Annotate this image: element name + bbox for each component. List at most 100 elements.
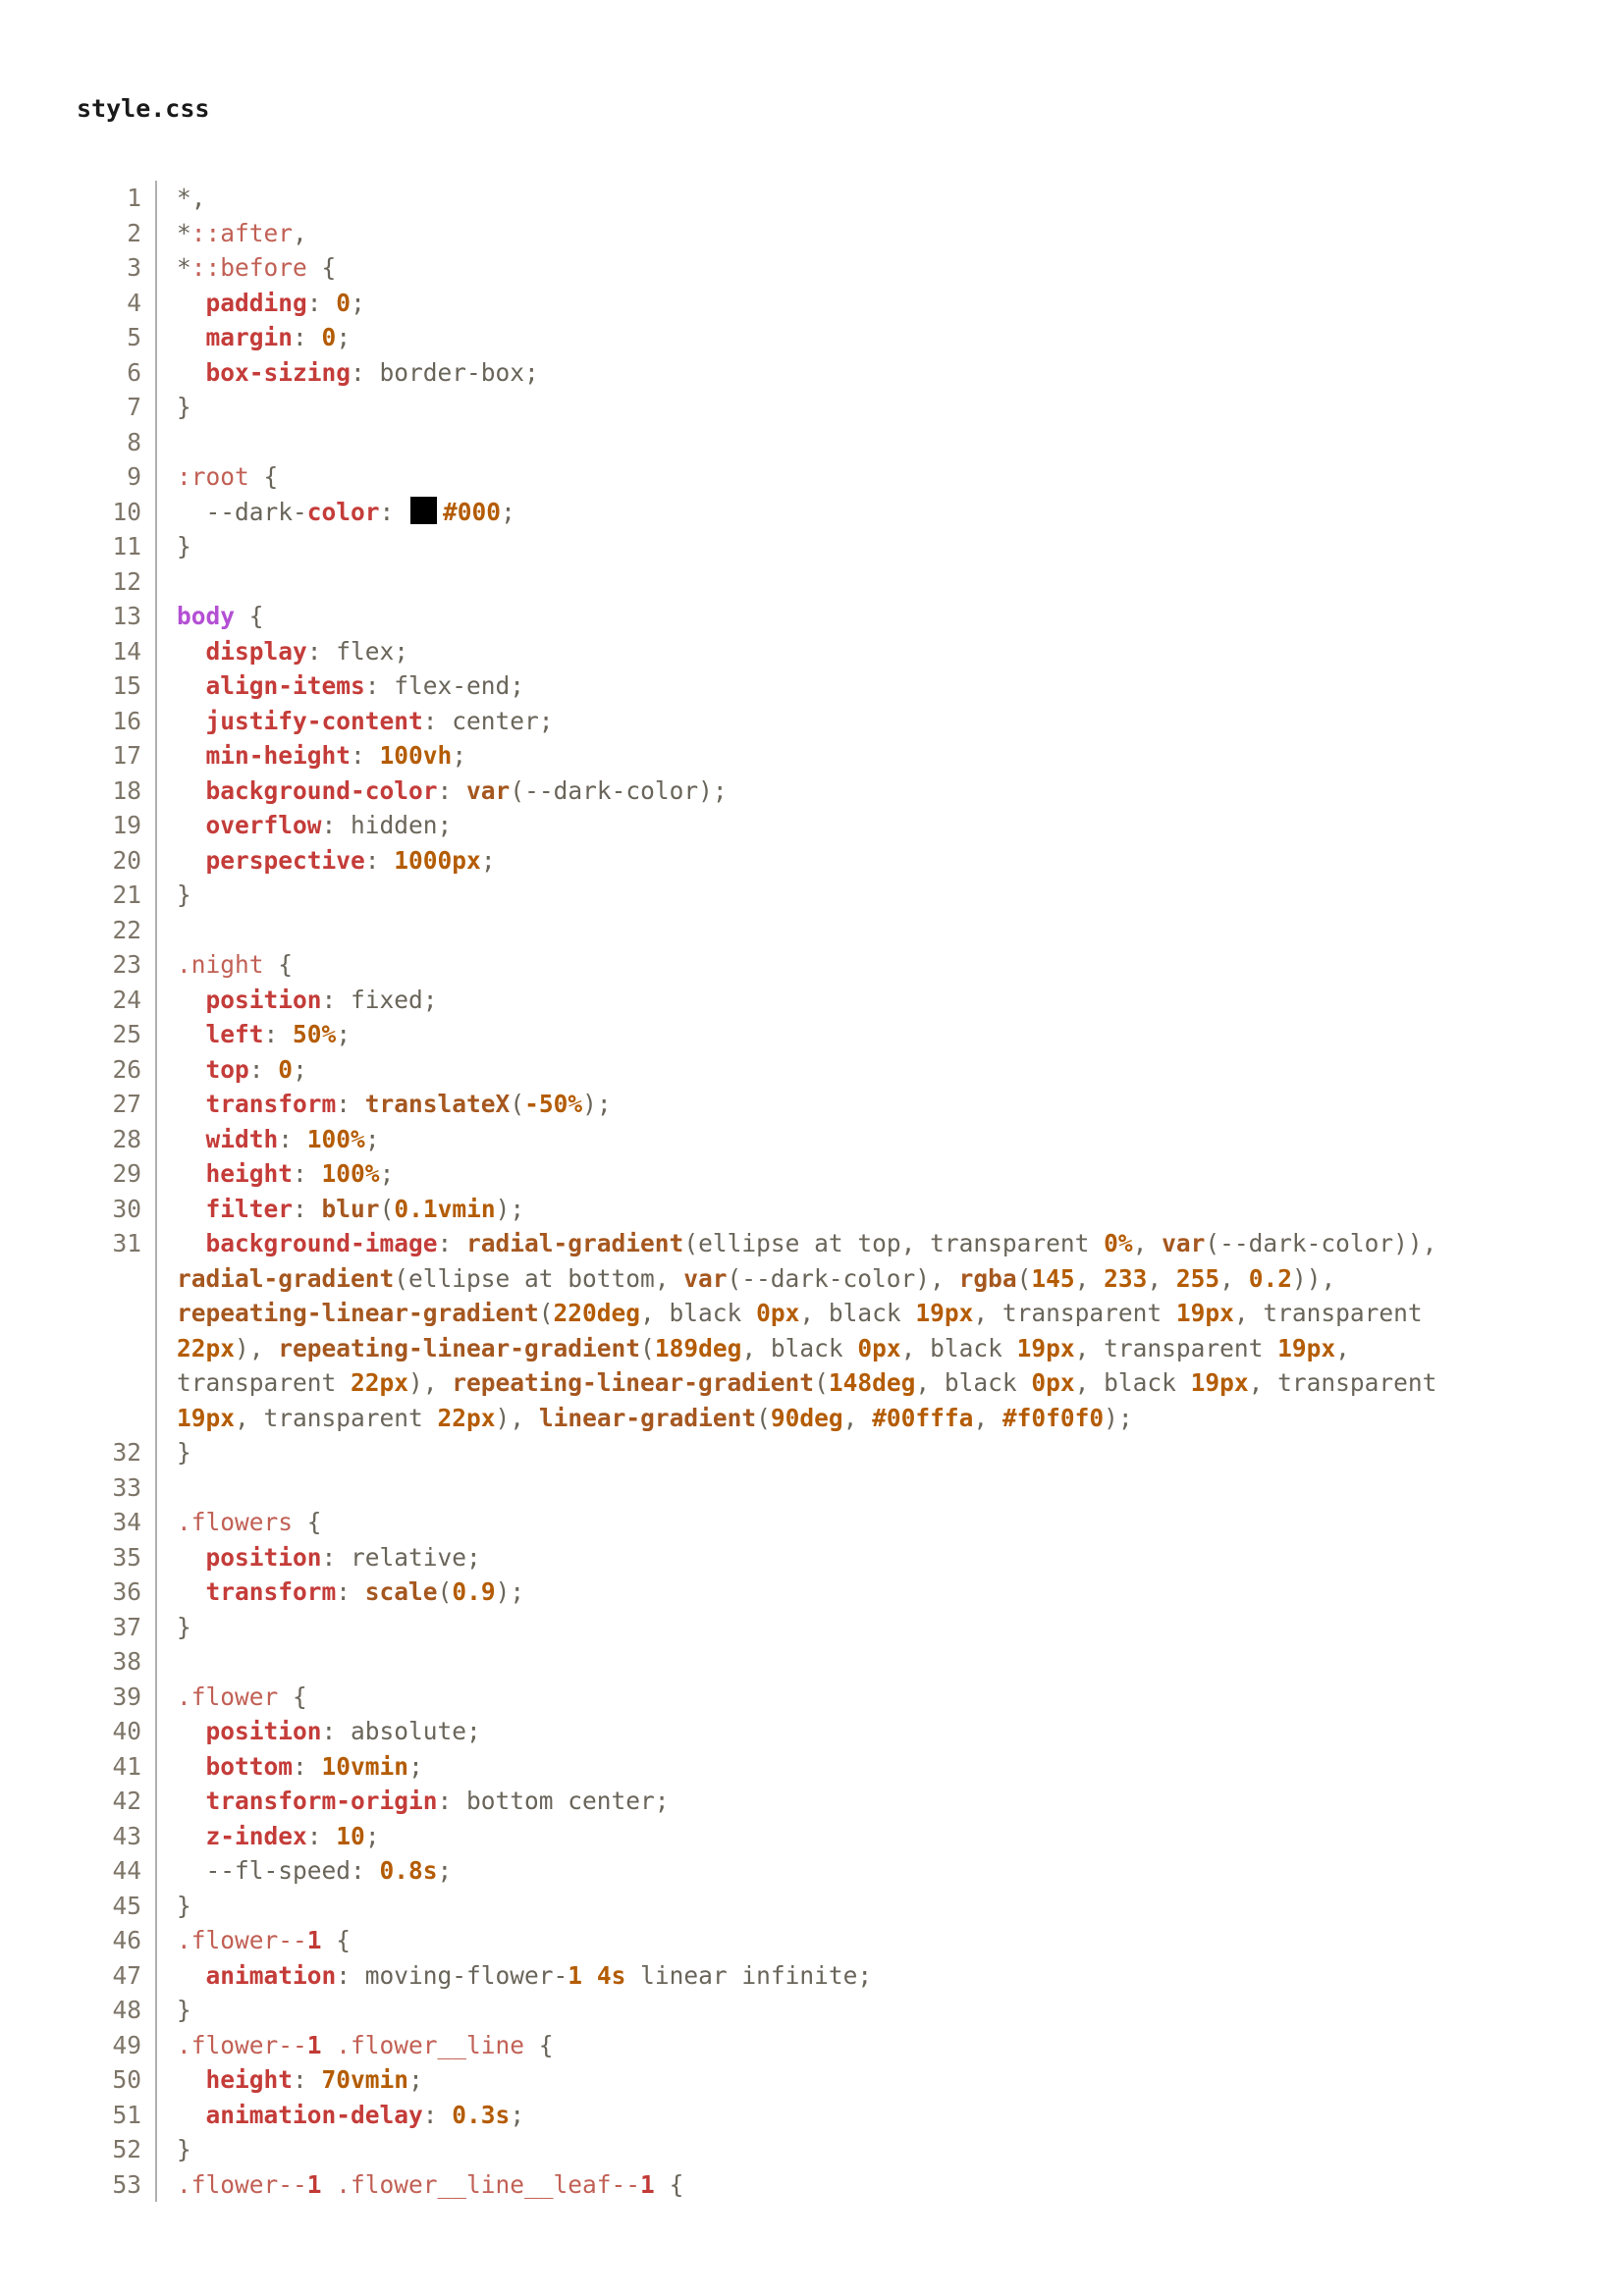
code-token: (--dark-color); xyxy=(510,775,728,805)
code-token: .flower-- xyxy=(177,1926,307,1954)
line-number: 53 xyxy=(86,2166,157,2202)
code-line: 2 *::after, xyxy=(86,215,1623,250)
code-token: : hidden; xyxy=(321,811,453,839)
line-number: 8 xyxy=(86,424,157,459)
line-number xyxy=(86,1296,157,1331)
code-token: ), xyxy=(495,1403,539,1432)
code-token: 145 xyxy=(1031,1263,1075,1293)
code-token: : xyxy=(293,323,322,351)
code-token: } xyxy=(177,881,191,909)
code-token: ; xyxy=(293,1054,307,1084)
code-token: ; xyxy=(501,497,515,526)
code-line: 12 xyxy=(86,563,1623,600)
code-line: 34 .flowers { xyxy=(86,1505,1623,1540)
code-token: #00fffa xyxy=(872,1403,974,1432)
code-token: ), xyxy=(235,1333,279,1362)
code-token: 1 xyxy=(640,2169,655,2199)
code-token: * xyxy=(177,253,191,282)
code-token: : xyxy=(306,1821,337,1850)
code-token xyxy=(177,1020,206,1048)
code-text: *::before { xyxy=(157,250,336,286)
code-token xyxy=(177,671,206,700)
code-token: (ellipse at top, transparent xyxy=(683,1229,1105,1257)
code-token: top xyxy=(205,1054,249,1084)
code-token: 22px xyxy=(177,1333,236,1362)
code-token: 0px xyxy=(756,1299,800,1327)
code-text: --dark-color: #000; xyxy=(157,495,515,530)
code-token: 0 xyxy=(336,288,352,317)
line-number: 5 xyxy=(86,320,157,355)
code-token: .flower-- xyxy=(177,2169,307,2199)
code-token: #000 xyxy=(443,497,502,526)
code-token: , xyxy=(1074,1263,1105,1293)
code-token xyxy=(177,776,206,805)
code-token: ; xyxy=(437,1856,453,1885)
code-token: filter xyxy=(205,1194,294,1223)
code-line: radial-gradient(ellipse at bottom, var(-… xyxy=(86,1260,1623,1296)
code-line: 5 margin: 0; xyxy=(86,320,1623,355)
code-token: , xyxy=(1219,1263,1249,1293)
code-token: 0px xyxy=(1031,1368,1075,1397)
code-text xyxy=(157,913,177,948)
code-token: } xyxy=(177,1438,191,1467)
code-token: 148deg xyxy=(828,1368,916,1397)
code-line: 45} xyxy=(86,1888,1623,1923)
code-token: height xyxy=(205,1159,294,1188)
code-token: ; xyxy=(364,1821,380,1850)
code-token xyxy=(177,707,206,735)
line-number: 20 xyxy=(86,842,157,878)
line-number: 52 xyxy=(86,2132,157,2167)
code-line: 23 .night { xyxy=(86,947,1623,983)
code-token: : border-box; xyxy=(351,357,539,387)
code-token: 1 xyxy=(306,2030,322,2059)
code-token: : flex; xyxy=(306,636,409,666)
line-number: 48 xyxy=(86,1993,157,2028)
code-text: } xyxy=(157,878,191,913)
code-token: 1 xyxy=(306,1926,322,1954)
code-token: .flower xyxy=(177,1682,279,1711)
code-token: ::before xyxy=(190,253,307,282)
code-text: .flower--1 { xyxy=(157,1923,351,1958)
code-line: 47 animation: moving-flower-1 4s linear … xyxy=(86,1957,1623,1994)
code-token: } xyxy=(177,393,191,421)
code-text xyxy=(157,564,177,600)
code-token: var xyxy=(1162,1229,1206,1257)
line-number: 46 xyxy=(86,1923,157,1958)
code-text: animation: moving-flower-1 4s linear inf… xyxy=(157,1958,873,1994)
line-number: 3 xyxy=(86,250,157,286)
code-text: --fl-speed: 0.8s; xyxy=(157,1853,453,1889)
code-token: translateX xyxy=(364,1090,511,1118)
code-token xyxy=(177,1577,206,1606)
line-number xyxy=(86,1260,157,1296)
line-number: 25 xyxy=(86,1017,157,1052)
code-token: : moving-flower- xyxy=(336,1960,568,1990)
line-number xyxy=(86,1400,157,1435)
code-text: background-image: radial-gradient(ellips… xyxy=(157,1226,1437,1261)
code-token: ; xyxy=(336,1020,352,1048)
file-title: style.css xyxy=(77,94,210,123)
code-token: { xyxy=(306,253,337,282)
code-line: 6 box-sizing: border-box; xyxy=(86,354,1623,390)
code-token xyxy=(177,1787,206,1815)
code-token: } xyxy=(177,1996,191,2024)
code-token: : fixed; xyxy=(321,985,438,1014)
code-line: 8 xyxy=(86,424,1623,459)
line-number: 17 xyxy=(86,738,157,774)
code-token: radial-gradient xyxy=(466,1229,684,1257)
code-line: 21} xyxy=(86,878,1623,913)
code-line: transparent 22px), repeating-linear-grad… xyxy=(86,1365,1623,1401)
code-token: 1 xyxy=(306,2169,322,2199)
code-text: transform: scale(0.9); xyxy=(157,1575,525,1610)
code-token: ( xyxy=(437,1577,453,1606)
code-token: bottom xyxy=(205,1751,294,1781)
code-text: padding: 0; xyxy=(157,286,365,321)
code-token: 0.2 xyxy=(1248,1263,1292,1293)
line-number: 44 xyxy=(86,1853,157,1889)
code-token: : xyxy=(293,2065,322,2094)
code-token: , black xyxy=(741,1333,858,1362)
line-number xyxy=(86,1365,157,1401)
line-number: 22 xyxy=(86,912,157,947)
code-token: padding xyxy=(205,288,307,317)
code-token: : flex-end; xyxy=(364,671,525,700)
line-number: 13 xyxy=(86,599,157,634)
